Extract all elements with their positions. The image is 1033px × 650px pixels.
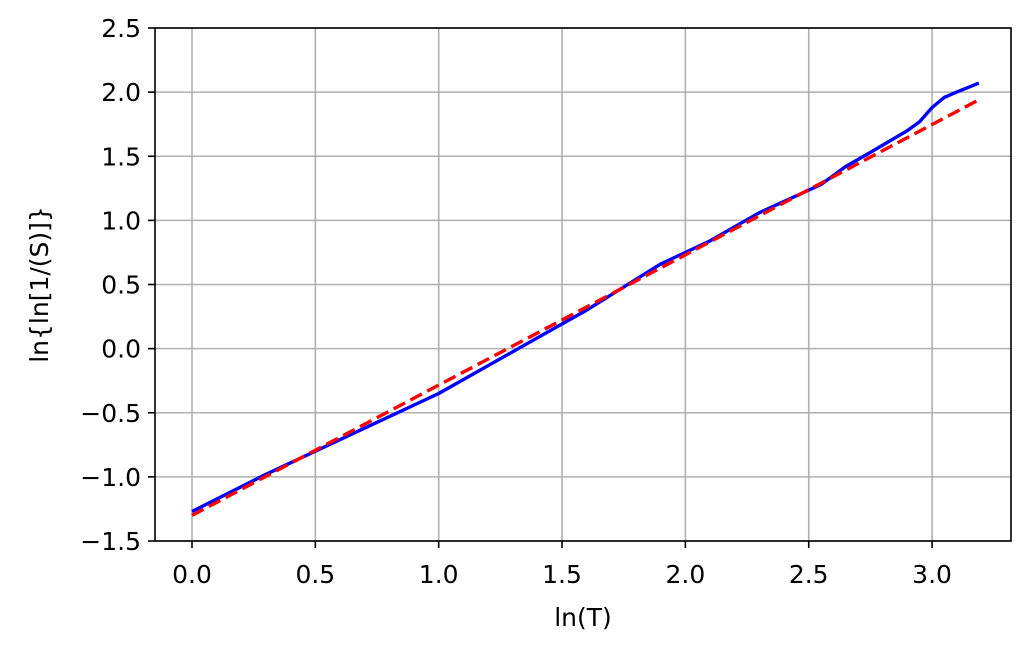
y-tick-label: 1.0 bbox=[101, 206, 141, 235]
x-tick-label: 1.5 bbox=[542, 560, 582, 589]
y-tick-label: 0.0 bbox=[101, 335, 141, 364]
x-axis-label: ln(T) bbox=[554, 603, 612, 632]
x-tick-label: 2.0 bbox=[665, 560, 705, 589]
y-tick-label: 2.0 bbox=[101, 78, 141, 107]
y-tick-label: 2.5 bbox=[101, 14, 141, 43]
x-tick-label: 0.0 bbox=[172, 560, 212, 589]
y-tick-label: −1.0 bbox=[80, 463, 141, 492]
fit-line-dashed bbox=[191, 98, 980, 517]
data-line-solid bbox=[191, 81, 980, 514]
y-tick-label: −1.5 bbox=[80, 527, 141, 556]
grid-lines bbox=[155, 27, 1011, 542]
x-tick-label: 1.0 bbox=[419, 560, 459, 589]
series-lines bbox=[191, 81, 980, 517]
tick-marks bbox=[148, 27, 933, 548]
x-tick-label: 2.5 bbox=[789, 560, 829, 589]
x-tick-label: 0.5 bbox=[295, 560, 335, 589]
y-tick-label: 0.5 bbox=[101, 271, 141, 300]
y-axis-label: ln{ln[1/(S)]} bbox=[25, 206, 54, 363]
y-tick-label: −0.5 bbox=[80, 399, 141, 428]
x-tick-labels: 0.0 0.5 1.0 1.5 2.0 2.5 3.0 bbox=[172, 560, 952, 589]
x-tick-label: 3.0 bbox=[912, 560, 952, 589]
y-tick-label: 1.5 bbox=[101, 142, 141, 171]
y-tick-labels: −1.5 −1.0 −0.5 0.0 0.5 1.0 1.5 2.0 2.5 bbox=[80, 14, 141, 556]
